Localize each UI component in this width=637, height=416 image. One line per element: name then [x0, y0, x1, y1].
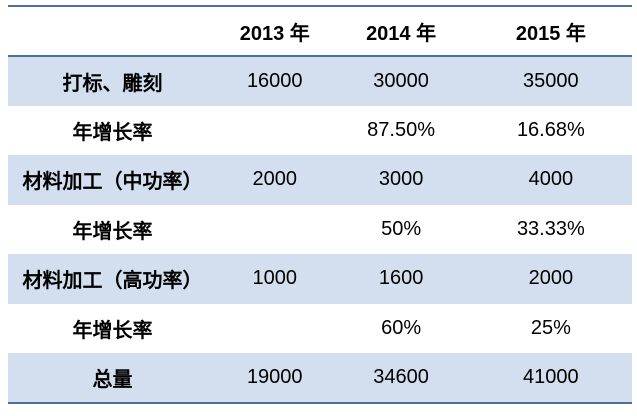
cell-value: 60%	[381, 316, 422, 339]
cell-value: 1600	[378, 267, 424, 290]
row-label: 材料加工（中功率）	[22, 171, 203, 194]
row-label: 年增长率	[72, 220, 153, 243]
cell-value: 25%	[530, 316, 571, 339]
cell-value: 87.50%	[367, 118, 436, 141]
row-label: 总量	[92, 368, 133, 391]
year-column-header: 2015 年	[469, 6, 632, 57]
table-row: 年增长率 60% 25%	[8, 304, 632, 354]
cell-value	[217, 106, 332, 156]
cell-value: 50%	[381, 217, 422, 240]
row-label-header	[8, 6, 218, 57]
cell-value: 4000	[528, 168, 574, 191]
table-row: 打标、雕刻 16000 30000 35000	[8, 56, 632, 106]
table-row: 年增长率 87.50% 16.68%	[8, 106, 632, 156]
header-row: 2013 年 2014 年 2015 年	[8, 6, 632, 57]
cell-value: 1000	[252, 267, 298, 290]
cell-value: 33.33%	[516, 217, 585, 240]
table-row: 年增长率 50% 33.33%	[8, 205, 632, 255]
cell-value: 16.68%	[516, 118, 585, 141]
market-data-table: 2013 年 2014 年 2015 年 打标、雕刻 16000 30000 35000 年…	[8, 5, 632, 404]
cell-value: 19000	[246, 365, 303, 388]
table-body: 打标、雕刻 16000 30000 35000 年增长率 87.50% 16.68% 材料加工…	[8, 56, 632, 403]
table-header: 2013 年 2014 年 2015 年	[8, 6, 632, 57]
year-column-header: 2014 年	[332, 6, 470, 57]
cell-value: 30000	[373, 69, 429, 92]
table-row: 材料加工（高功率） 1000 1600 2000	[8, 254, 632, 304]
cell-value	[217, 304, 332, 354]
row-label: 材料加工（高功率）	[22, 270, 203, 293]
cell-value: 2000	[252, 168, 298, 191]
table-row: 材料加工（中功率） 2000 3000 4000	[8, 155, 632, 205]
row-label: 打标、雕刻	[62, 72, 163, 95]
cell-value: 16000	[246, 69, 303, 92]
cell-value: 34600	[373, 365, 429, 388]
cell-value: 41000	[523, 365, 579, 388]
row-label: 年增长率	[72, 121, 153, 144]
year-column-header: 2013 年	[217, 6, 333, 57]
cell-value: 2000	[528, 267, 574, 290]
table-row: 总量 19000 34600 41000	[8, 353, 632, 403]
cell-value: 35000	[523, 69, 579, 92]
row-label: 年增长率	[72, 319, 153, 342]
cell-value: 3000	[378, 168, 424, 191]
cell-value	[217, 205, 332, 255]
